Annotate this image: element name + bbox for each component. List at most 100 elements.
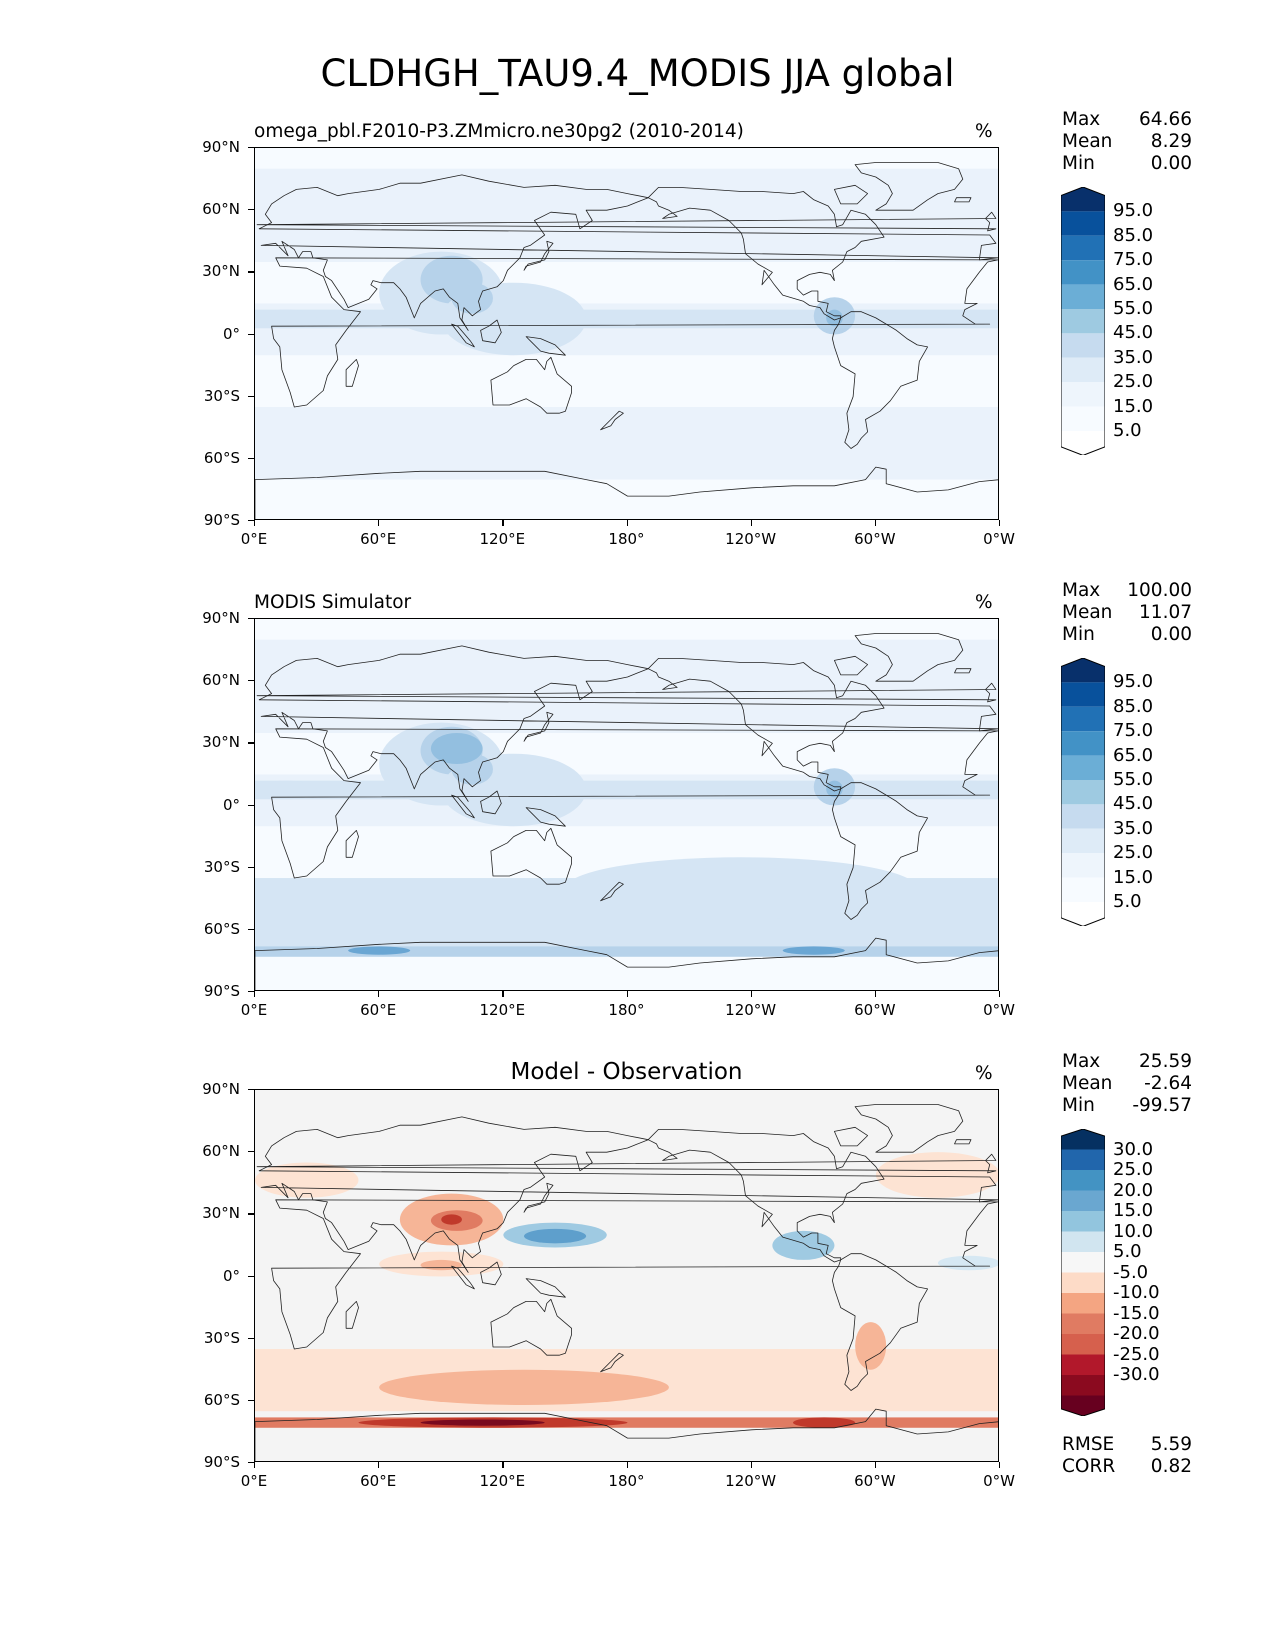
coastline-antarctica (255, 1408, 998, 1461)
coastline-africa (271, 257, 998, 408)
stat-value: 25.59 (1139, 1051, 1192, 1072)
band-antarctic-coast (255, 946, 998, 957)
lat-tick-mark (248, 520, 254, 522)
coastline-greenland (854, 162, 964, 211)
stat-value: 11.07 (1139, 602, 1192, 623)
colorbar-swatch (1061, 779, 1105, 805)
lon-tick-label: 60°W (854, 1472, 896, 1490)
stat-label: Max (1062, 1051, 1101, 1072)
stat-label: Min (1062, 153, 1095, 174)
lon-tick-label: 120°W (725, 530, 777, 548)
colorbar-swatch (1061, 284, 1105, 309)
colorbar-swatch (1061, 187, 1105, 212)
region-europe (255, 1162, 359, 1198)
coastline-nz (600, 410, 624, 431)
panel-1: omega_pbl.F2010-P3.ZMmicro.ne30pg2 (2010… (0, 107, 1275, 548)
colorbar-swatch (1061, 901, 1105, 927)
lat-tick-label: 0° (222, 324, 240, 343)
lat-tick-mark (248, 866, 254, 868)
coastline-baffin (834, 655, 868, 676)
colorbar-tick-label: 35.0 (1113, 817, 1154, 839)
stat-mean: Mean -2.64 (1062, 1073, 1192, 1095)
coastline-newguinea (525, 1278, 566, 1298)
colorbar-swatch (1061, 658, 1105, 683)
lat-tick-label: 60°N (202, 671, 240, 690)
coastline-eurasia (258, 174, 998, 331)
coastline-madagascar (345, 1301, 359, 1329)
units-label: % (975, 121, 993, 142)
stat-min: Min 0.00 (1062, 153, 1192, 175)
colorbar-tick-label: 5.0 (1113, 420, 1142, 441)
lon-tick-label: 0°W (983, 530, 1015, 548)
lon-tick-label: 0°W (983, 1472, 1015, 1490)
region-atlantic (937, 1255, 998, 1271)
lat-tick-mark (248, 991, 254, 993)
lon-tick-label: 180° (608, 1472, 645, 1490)
colorbar-tick-label: 20.0 (1113, 1179, 1154, 1201)
lat-tick-mark (248, 928, 254, 931)
coastline-samerica (832, 1253, 928, 1391)
lon-tick-label: 0°W (983, 1001, 1015, 1019)
coastline-samerica (832, 782, 928, 920)
colorbar-tick-label: 95.0 (1113, 200, 1154, 222)
contour-field (255, 1090, 998, 1461)
colorbar-tick-label: 55.0 (1113, 769, 1154, 790)
region-north-atlantic (875, 1152, 998, 1198)
stat-value: 8.29 (1150, 131, 1192, 152)
stat-value: 0.00 (1150, 153, 1192, 174)
lat-tick-label: 30°S (203, 857, 240, 876)
lat-tick-mark (248, 1275, 254, 1277)
region-south-america (855, 1322, 887, 1370)
region-antarctic-peak-1 (348, 946, 411, 955)
colorbar-swatch (1061, 235, 1105, 261)
lat-tick-mark (248, 333, 254, 335)
coastline-sumatra (451, 323, 475, 348)
lon-tick-mark (254, 1462, 256, 1468)
coastline-sumatra (451, 1265, 475, 1290)
lat-tick-label: 60°N (202, 1142, 240, 1161)
stat-min: Min 0.00 (1062, 624, 1192, 646)
lat-tick-label: 60°N (202, 200, 240, 219)
band-nh-midlat (255, 639, 998, 733)
region-central-america (772, 1230, 835, 1260)
lat-tick-mark (248, 1089, 254, 1091)
colorbar-tick-label: 65.0 (1113, 273, 1154, 295)
panel-2: MODIS Simulator% 90°N 60°N 30°N 0° 30°S 60°S 90… (0, 578, 1275, 1019)
panel-title: MODIS Simulator (254, 592, 412, 613)
region-indochina (451, 282, 493, 314)
colorbar-tick-label: 45.0 (1113, 322, 1154, 344)
lon-tick-mark (874, 1462, 877, 1468)
coastline-madagascar (345, 830, 359, 858)
map-svg (255, 148, 998, 519)
lat-tick-mark (248, 1462, 254, 1464)
colorbar-tick-label: 25.0 (1113, 842, 1154, 864)
stat-rmse: RMSE 5.59 (1062, 1434, 1192, 1456)
lat-tick-mark (248, 742, 254, 744)
lon-tick-mark (750, 1462, 752, 1468)
stat-label: Min (1062, 624, 1095, 645)
lon-tick-label: 60°W (854, 1001, 896, 1019)
region-china-peak (441, 1214, 462, 1225)
coastlines (255, 162, 998, 519)
coastline-greenland (854, 633, 964, 682)
lon-tick-label: 120°W (725, 1472, 777, 1490)
colorbar-tick-label: 95.0 (1113, 671, 1154, 693)
coastlines (255, 633, 998, 990)
stat-label: Mean (1062, 1073, 1113, 1094)
colorbar-outline (1060, 657, 1106, 927)
region-atlantic-itcz (937, 780, 998, 800)
stat-max: Max 64.66 (1062, 109, 1192, 131)
lon-tick-mark (750, 991, 752, 997)
colorbar-swatch (1061, 706, 1105, 732)
colorbar-tick-label: 85.0 (1113, 224, 1154, 246)
region-tibet-core (430, 732, 483, 765)
lat-tick-label: 0° (222, 795, 240, 814)
colorbar-tick-label: 25.0 (1113, 371, 1154, 393)
colorbar-swatch (1061, 357, 1105, 383)
region-atlantic-itcz (937, 309, 998, 329)
lon-tick-mark (502, 1462, 504, 1468)
colorbar-tick-label: 30.0 (1113, 1138, 1154, 1160)
lat-tick-label: 30°N (202, 733, 240, 752)
region-west-africa (255, 780, 318, 800)
region-antarctic-west (793, 1417, 856, 1428)
